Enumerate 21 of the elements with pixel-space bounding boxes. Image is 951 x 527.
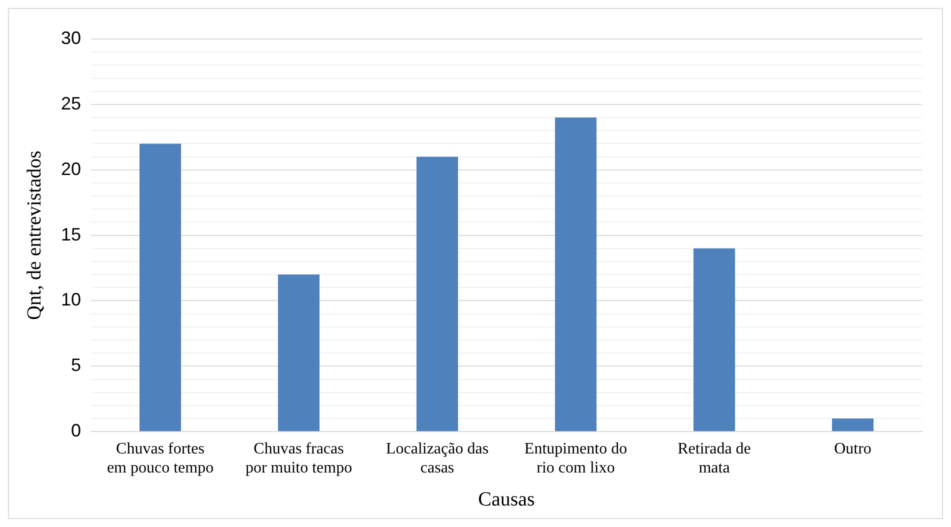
bar	[554, 118, 597, 432]
bar	[139, 144, 182, 432]
bar	[832, 418, 874, 432]
y-tick-label: 0	[71, 420, 82, 441]
bar	[693, 248, 736, 432]
x-tick-label: Entupimento do rio com lixo	[524, 440, 628, 477]
y-tick-label: 25	[60, 93, 82, 114]
y-tick-label: 15	[60, 224, 82, 244]
x-axis-title: Causas	[478, 488, 536, 510]
x-tick-label: Chuvas fortes em pouco tempo	[106, 440, 214, 477]
x-tick-label: Chuvas fracas por muito tempo	[245, 440, 352, 477]
bar	[278, 274, 320, 432]
y-tick-label: 30	[60, 28, 82, 48]
y-tick-label: 20	[60, 158, 82, 179]
x-tick-label: Localização das casas	[386, 440, 489, 477]
x-tick-label: Retirada de mata	[678, 440, 751, 477]
y-axis-title: Qnt, de entrevistados	[23, 150, 46, 320]
bar	[416, 156, 458, 432]
y-tick-label: 5	[71, 355, 82, 376]
y-tick-label: 10	[60, 290, 82, 310]
x-tick-label: Outro	[834, 440, 872, 458]
